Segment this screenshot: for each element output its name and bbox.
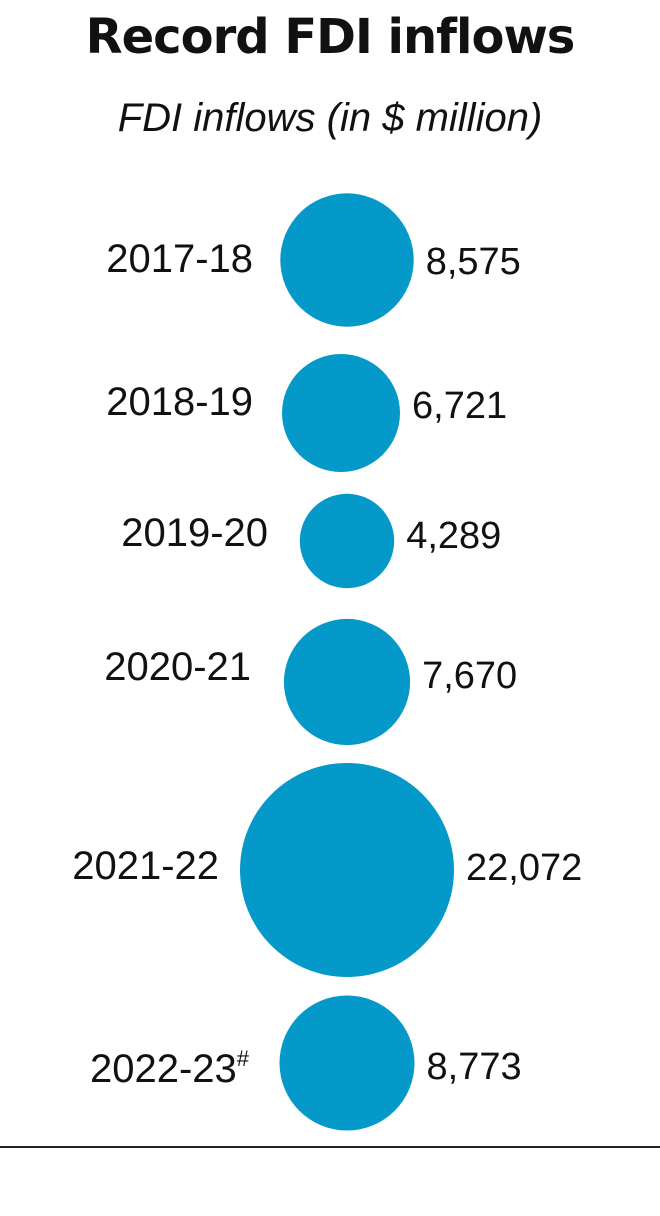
- footnote-mark: #: [237, 1046, 250, 1071]
- value-label: 7,670: [422, 655, 517, 697]
- bubble-2021-22: [240, 763, 454, 977]
- chart-subtitle: FDI inflows (in $ million): [117, 96, 543, 140]
- bubble-2018-19: [282, 354, 400, 472]
- category-label: 2019-20: [121, 511, 268, 555]
- value-label: 8,773: [427, 1046, 522, 1088]
- value-label: 4,289: [406, 515, 501, 557]
- category-label: 2017-18: [106, 237, 253, 281]
- chart-title: Record FDI inflows: [85, 9, 576, 65]
- bubble-2017-18: [280, 193, 414, 327]
- category-label: 2021-22: [72, 844, 219, 888]
- baseline-rule: [0, 1146, 660, 1148]
- category-label: 2020-21: [104, 645, 251, 689]
- value-label: 22,072: [466, 847, 582, 889]
- bubble-2019-20: [299, 493, 395, 589]
- value-label: 8,575: [426, 241, 521, 283]
- bubble-2020-21: [283, 618, 411, 746]
- category-label: 2022-23#: [90, 1046, 250, 1091]
- bubble-2022-23: [279, 995, 415, 1131]
- category-label: 2018-19: [106, 380, 253, 424]
- value-label: 6,721: [412, 385, 507, 427]
